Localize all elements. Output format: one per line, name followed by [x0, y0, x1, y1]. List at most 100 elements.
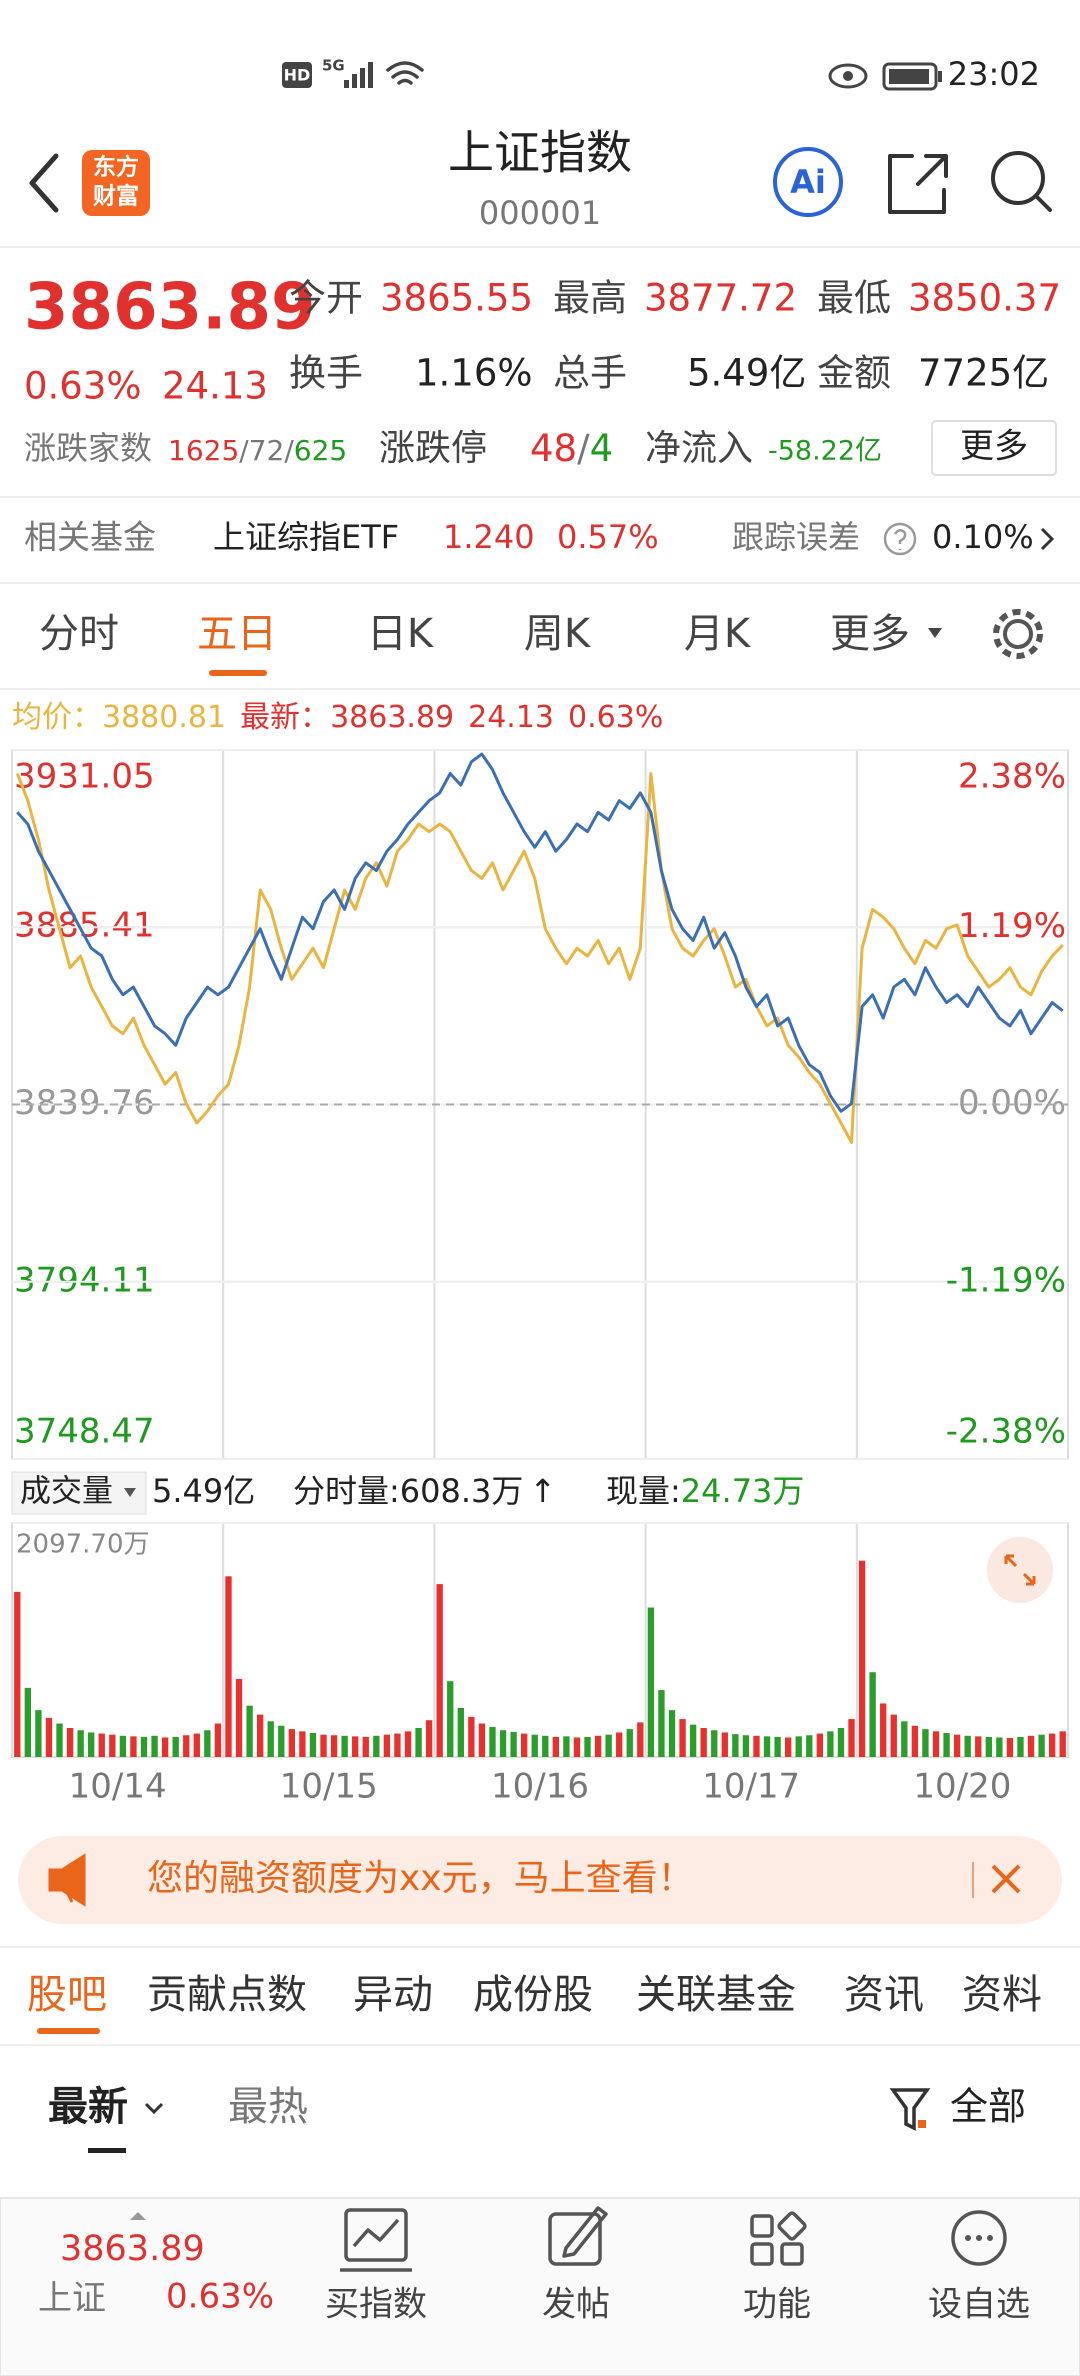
ai-button[interactable] — [773, 147, 843, 217]
breadth-label: 涨跌家数 — [24, 429, 152, 467]
nav-item[interactable]: 发帖 — [542, 2285, 610, 2325]
stat-value: 3850.37 — [908, 277, 1061, 320]
signal-icon — [344, 62, 373, 88]
volume-bar — [531, 1734, 538, 1757]
promo-banner[interactable]: 您的融资额度为xx元，马上查看！ — [18, 1836, 1062, 1924]
volume-bar — [309, 1733, 317, 1757]
legend-latest-value: 3863.89 — [330, 700, 454, 735]
filter-label[interactable]: 全部 — [950, 2085, 1026, 2129]
tab[interactable]: 日K — [367, 611, 435, 657]
search-button[interactable] — [991, 151, 1045, 205]
banner-divider — [972, 1862, 974, 1898]
volume-selector[interactable] — [11, 1471, 147, 1515]
ai-label: Ai — [790, 163, 826, 201]
volume-header: 成交量 5.49亿 分时量:608.3万 ↑ 现量:24.73万 — [11, 1471, 805, 1515]
volume-bar — [14, 1591, 21, 1757]
section-tab[interactable]: 贡献点数 — [147, 1972, 307, 2018]
volume-bar — [510, 1731, 517, 1757]
fund-name: 上证综指ETF — [213, 518, 399, 556]
price-line — [16, 752, 1064, 1113]
tab-active[interactable]: 五日 — [197, 611, 277, 657]
current-volume-value: 24.73万 — [681, 1472, 805, 1510]
tab-underline — [37, 2028, 100, 2034]
volume-bar — [172, 1736, 179, 1757]
settings-button[interactable] — [1003, 619, 1033, 649]
volume-bar — [837, 1727, 845, 1757]
section-tab[interactable]: 成份股 — [473, 1972, 593, 2018]
nav-item[interactable]: 买指数 — [325, 2285, 427, 2325]
section-tab[interactable]: 关联基金 — [636, 1972, 796, 2018]
volume-bar — [56, 1723, 63, 1757]
stat-value: 3865.55 — [380, 277, 533, 320]
y2-tick-label: 1.19% — [958, 906, 1066, 946]
nav-background — [0, 2197, 1080, 2376]
divider — [0, 496, 1080, 498]
volume-bar — [267, 1721, 274, 1757]
volume-bar — [658, 1690, 665, 1757]
x-tick-label: 10/20 — [913, 1767, 1011, 1807]
volume-label: 成交量 — [20, 1474, 113, 1510]
close-button[interactable] — [991, 1864, 1021, 1894]
volume-total: 5.49亿 — [152, 1472, 255, 1510]
section-tab-active[interactable]: 股吧 — [27, 1972, 107, 2018]
volume-bar — [964, 1735, 971, 1757]
volume-bar — [88, 1732, 95, 1757]
volume-bar — [996, 1737, 1003, 1757]
more-button[interactable] — [931, 420, 1057, 476]
separator: / — [284, 434, 294, 467]
volume-bar — [901, 1721, 908, 1757]
section-tab[interactable]: 资讯 — [844, 1972, 924, 2018]
logo[interactable] — [82, 150, 150, 216]
net-inflow-label: 净流入 — [645, 428, 753, 469]
header: 东方 财富 上证指数 000001 Ai — [29, 126, 1052, 232]
volume-bar — [225, 1576, 232, 1757]
section-tab[interactable]: 资料 — [962, 1972, 1042, 2018]
volume-bar — [204, 1730, 211, 1757]
volume-bar — [140, 1736, 148, 1757]
stat-label: 最高 — [553, 277, 627, 320]
expand-icon — [1004, 1554, 1036, 1586]
clock: 23:02 — [948, 55, 1040, 93]
hd-badge — [282, 62, 312, 88]
volume-bar — [235, 1678, 243, 1757]
back-button[interactable] — [29, 153, 59, 213]
stat-label: 换手 — [289, 352, 363, 395]
nav-index-pct[interactable]: 0.63% — [166, 2277, 274, 2317]
volume-bar — [98, 1733, 105, 1757]
tab[interactable]: 更多 — [830, 611, 910, 657]
y2-tick-label: 0.00% — [958, 1083, 1066, 1123]
separator: / — [577, 427, 590, 470]
volume-bar — [299, 1731, 306, 1757]
tab[interactable]: 周K — [524, 611, 592, 657]
section-tab[interactable]: 异动 — [353, 1972, 433, 2018]
volume-bar — [362, 1736, 369, 1757]
volume-bar — [594, 1735, 602, 1757]
tab[interactable]: 月K — [684, 611, 752, 657]
help-icon[interactable] — [883, 522, 917, 556]
sort-option[interactable]: 最热 — [228, 2084, 308, 2130]
nav-index-name[interactable]: 上证 — [38, 2279, 106, 2319]
change-pct: 0.63% — [24, 365, 142, 408]
volume-bar — [404, 1731, 412, 1757]
wifi-icon — [386, 61, 424, 85]
expand-button[interactable] — [987, 1537, 1053, 1603]
volume-bar — [246, 1705, 253, 1757]
volume-bar — [425, 1720, 433, 1757]
net-inflow-value: -58.22亿 — [768, 436, 882, 467]
share-button[interactable] — [888, 154, 948, 214]
price-chart: 3931.05 3885.41 3839.76 3794.11 3748.47 2.38%… — [11, 749, 1069, 1460]
filter-icon[interactable] — [889, 2088, 931, 2131]
sort-active[interactable]: 最新 — [48, 2084, 128, 2130]
nav-item[interactable]: 功能 — [743, 2285, 811, 2325]
breadth-down: 625 — [294, 434, 347, 467]
nav-item[interactable]: 设自选 — [928, 2285, 1030, 2325]
volume-bar — [214, 1723, 222, 1757]
related-fund[interactable]: 相关基金 上证综指ETF 1.240 0.57% 跟踪误差 0.10% — [24, 518, 1055, 557]
volume-bar — [330, 1735, 338, 1757]
volume-chart: 2097.70万 10/14 10/15 10/16 10/17 10/20 — [11, 1522, 1069, 1807]
banner-background — [18, 1836, 1062, 1924]
tab[interactable]: 分时 — [39, 611, 119, 657]
nav-index-price[interactable]: 3863.89 — [60, 2229, 205, 2269]
volume-bar — [415, 1727, 422, 1757]
